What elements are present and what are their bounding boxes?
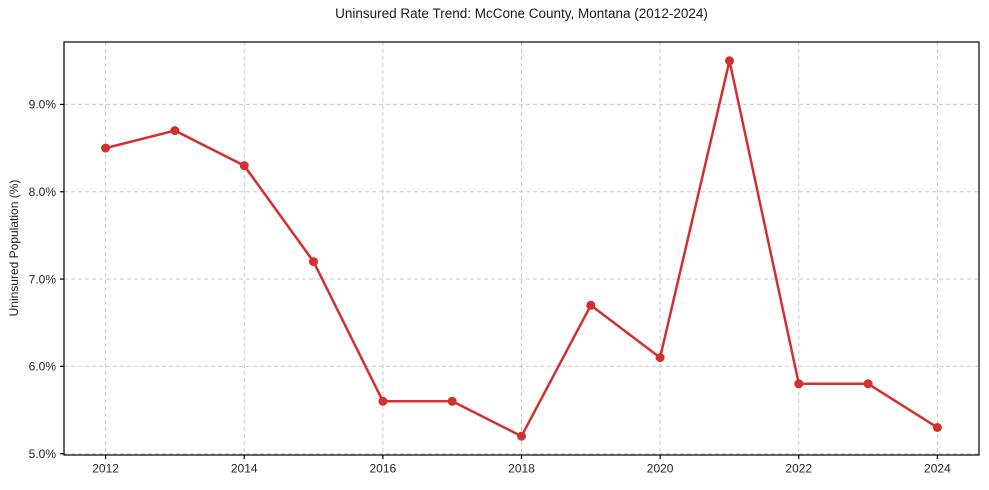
x-tick-label: 2022 [785,462,812,476]
chart-title: Uninsured Rate Trend: McCone County, Mon… [335,6,708,21]
data-point [932,423,942,432]
x-tick-label: 2024 [924,462,951,476]
data-point [517,431,526,441]
data-point [794,379,804,389]
data-point [863,379,873,389]
data-point [447,396,457,406]
y-tick-label: 7.0% [29,272,57,286]
x-tick-label: 2016 [370,462,397,476]
data-point [655,353,665,363]
y-tick-label: 9.0% [29,98,57,112]
data-point [309,257,318,267]
x-tick-label: 2012 [92,462,119,476]
x-tick-label: 2014 [231,462,258,476]
x-tick-label: 2018 [508,462,535,476]
x-tick-label: 2020 [647,462,674,476]
data-point [586,300,596,310]
data-point [378,396,388,406]
data-point [725,56,734,66]
y-tick-label: 5.0% [29,447,57,461]
data-point [101,143,111,153]
y-tick-label: 8.0% [29,185,57,199]
y-tick-label: 6.0% [29,360,57,374]
data-point [170,126,180,136]
data-point [239,161,249,171]
